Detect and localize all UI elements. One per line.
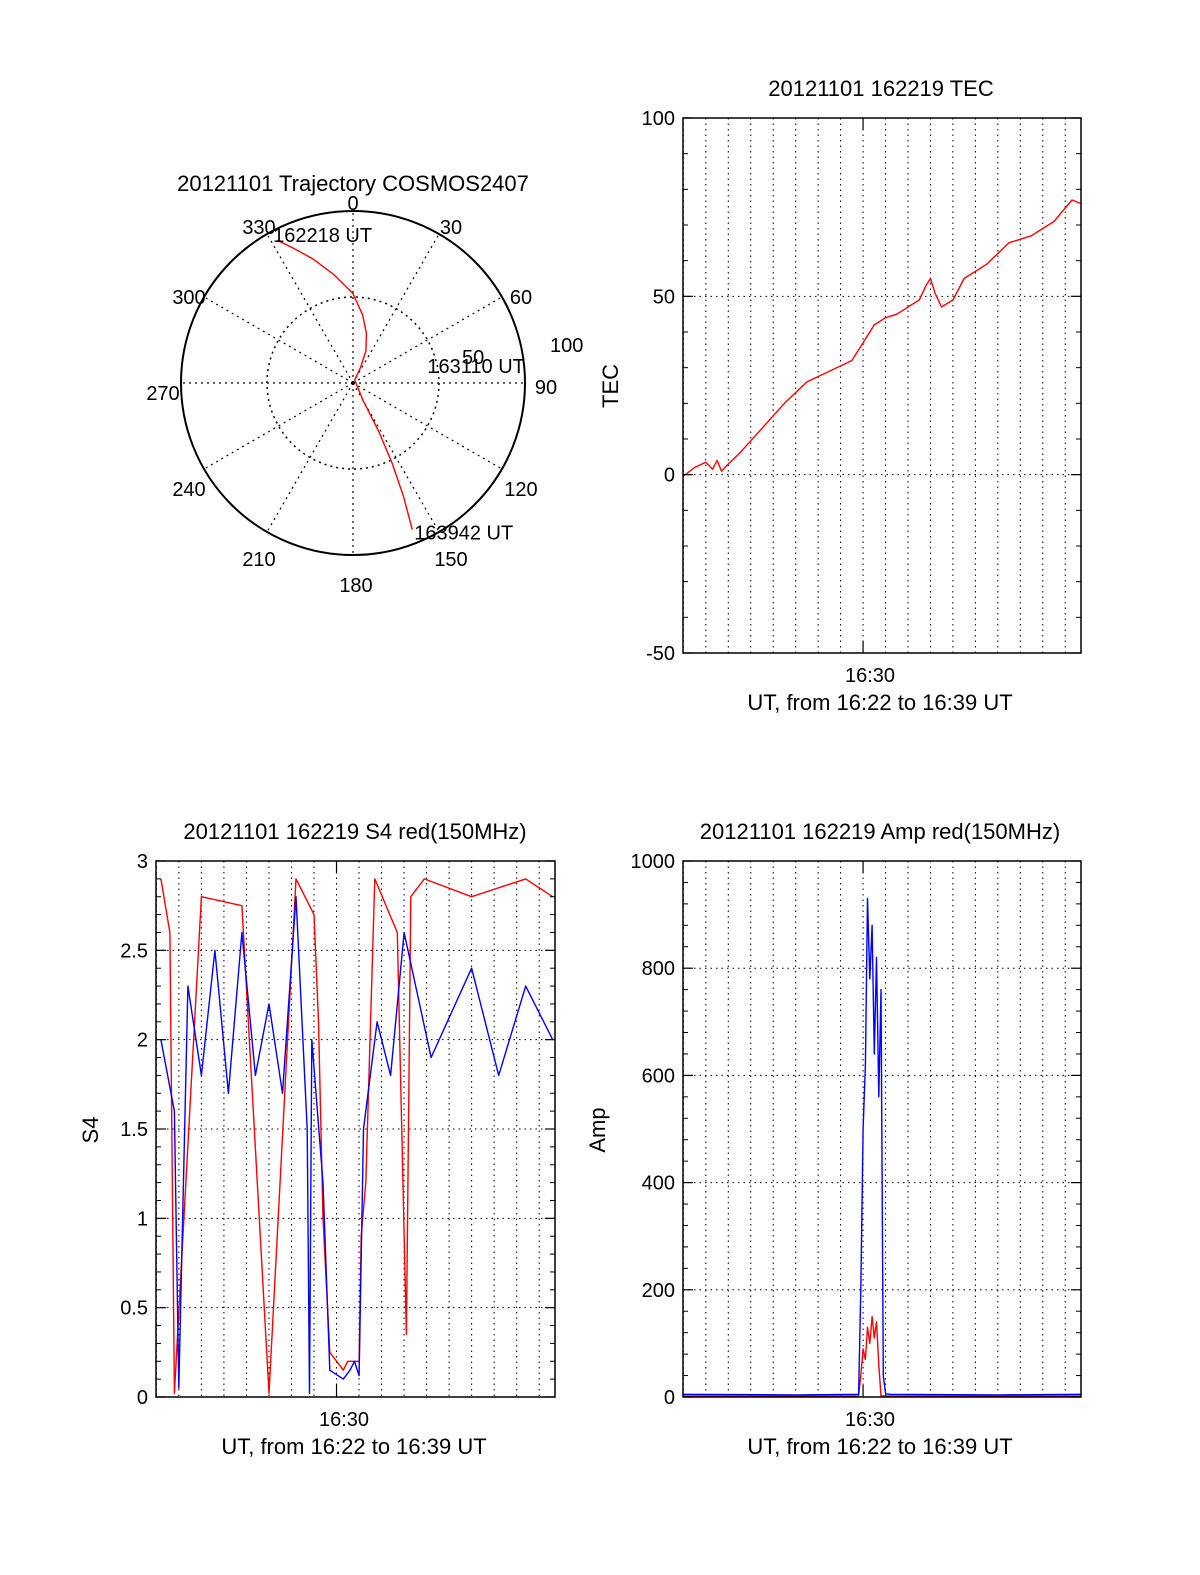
polar-angle-label-240: 240 <box>172 479 205 501</box>
series-line-blue <box>682 897 1082 1396</box>
amp-y-ticks: 1000 800 600 400 200 0 <box>631 851 1081 1409</box>
polar-ring-gridline <box>266 296 440 470</box>
tec-grid <box>682 118 1081 653</box>
polar-radial-gridline <box>352 233 440 384</box>
polar-radial-gridline <box>203 382 354 470</box>
polar-angle-label-270: 270 <box>146 383 179 405</box>
y-tick-label: 0 <box>664 1387 675 1409</box>
tec-series <box>682 199 1082 477</box>
polar-radial-gridline <box>352 382 503 470</box>
polar-radial-gridline <box>266 382 354 533</box>
tec-axes-frame <box>682 117 1082 654</box>
trajectory-annotation: 162218 UT <box>273 225 372 247</box>
y-tick-label: 100 <box>642 108 675 130</box>
polar-angle-label-330: 330 <box>242 217 275 239</box>
amp-x-axis-label: UT, from 16:22 to 16:39 UT <box>747 1434 1012 1459</box>
s4-x-tick-1630: 16:30 <box>319 1409 369 1431</box>
tec-title: 20121101 162219 TEC <box>768 76 994 101</box>
y-tick-label: 0 <box>664 465 675 487</box>
polar-angle-label-90: 90 <box>535 377 557 399</box>
polar-angle-labels: 0 30 60 90 120 150 180 210 240 270 300 330 <box>146 193 557 597</box>
y-tick-label: 400 <box>642 1173 675 1195</box>
y-tick-label: 1.5 <box>120 1119 148 1141</box>
polar-angle-label-0: 0 <box>347 193 358 215</box>
polar-radial-gridline <box>352 296 503 384</box>
amp-panel: 20121101 162219 Amp red(150MHz) 1000 800 6… <box>585 819 1082 1459</box>
trajectory-annotation: 163942 UT <box>414 523 513 545</box>
polar-outer-circle <box>180 210 526 556</box>
trajectory-line <box>276 239 413 530</box>
tec-y-axis-label: TEC <box>598 364 623 408</box>
y-tick-label: 600 <box>642 1065 675 1087</box>
series-line-red <box>683 1315 1081 1397</box>
series-line-red <box>160 878 554 1395</box>
polar-trajectory-panel: 20121101 Trajectory COSMOS2407 0 30 60 90 12… <box>146 171 583 597</box>
polar-radial-gridline <box>203 296 354 384</box>
polar-angle-label-30: 30 <box>440 217 462 239</box>
tec-x-axis-label: UT, from 16:22 to 16:39 UT <box>747 690 1012 715</box>
y-tick-label: 0.5 <box>120 1298 148 1320</box>
y-tick-label: 3 <box>137 851 148 873</box>
polar-radial-gridline <box>266 233 354 384</box>
amp-axes-frame <box>682 860 1082 1398</box>
y-tick-label: 2 <box>137 1030 148 1052</box>
trajectory-track <box>276 239 413 530</box>
y-tick-label: 2.5 <box>120 940 148 962</box>
polar-title: 20121101 Trajectory COSMOS2407 <box>177 171 529 196</box>
s4-x-axis-label: UT, from 16:22 to 16:39 UT <box>221 1434 486 1459</box>
polar-angle-label-210: 210 <box>242 549 275 571</box>
polar-grid <box>181 211 525 555</box>
s4-grid <box>155 861 555 1397</box>
tec-x-tick-1630: 16:30 <box>845 665 895 687</box>
amp-y-axis-label: Amp <box>585 1107 610 1152</box>
polar-angle-label-60: 60 <box>510 287 532 309</box>
tec-y-ticks: 100 50 0 -50 <box>642 108 1081 665</box>
polar-radius-label-100: 100 <box>550 335 583 357</box>
polar-radius-label-50: 50 <box>462 347 484 369</box>
polar-angle-label-180: 180 <box>339 575 372 597</box>
s4-y-axis-label: S4 <box>78 1117 103 1144</box>
series-line-blue <box>160 896 554 1395</box>
s4-y-ticks: 3 2.5 2 1.5 1 0.5 0 <box>120 851 555 1409</box>
amp-grid <box>682 861 1081 1397</box>
polar-angle-label-150: 150 <box>434 549 467 571</box>
s4-series <box>160 878 554 1395</box>
y-tick-label: 1000 <box>631 851 676 873</box>
amp-title: 20121101 162219 Amp red(150MHz) <box>700 819 1060 844</box>
trajectory-annotation: 163110 UT <box>427 356 524 378</box>
s4-panel: 20121101 162219 S4 red(150MHz) 3 2.5 2 1.5 1… <box>78 819 556 1459</box>
y-tick-label: 1 <box>137 1208 148 1230</box>
trajectory-annotations: 162218 UT 163110 UT 163942 UT <box>273 225 525 544</box>
series-line-red <box>682 199 1082 477</box>
polar-angle-label-300: 300 <box>172 287 205 309</box>
y-tick-label: 800 <box>642 958 675 980</box>
polar-radial-gridline <box>352 382 440 533</box>
polar-angle-label-120: 120 <box>504 479 537 501</box>
tec-panel: 20121101 162219 TEC 100 50 0 -50 16:30 UT, … <box>598 76 1082 715</box>
y-tick-label: -50 <box>646 643 675 665</box>
y-tick-label: 50 <box>653 286 675 308</box>
y-tick-label: 200 <box>642 1280 675 1302</box>
amp-series <box>682 897 1082 1397</box>
y-tick-label: 0 <box>137 1387 148 1409</box>
amp-x-tick-1630: 16:30 <box>845 1409 895 1431</box>
s4-title: 20121101 162219 S4 red(150MHz) <box>183 819 526 844</box>
